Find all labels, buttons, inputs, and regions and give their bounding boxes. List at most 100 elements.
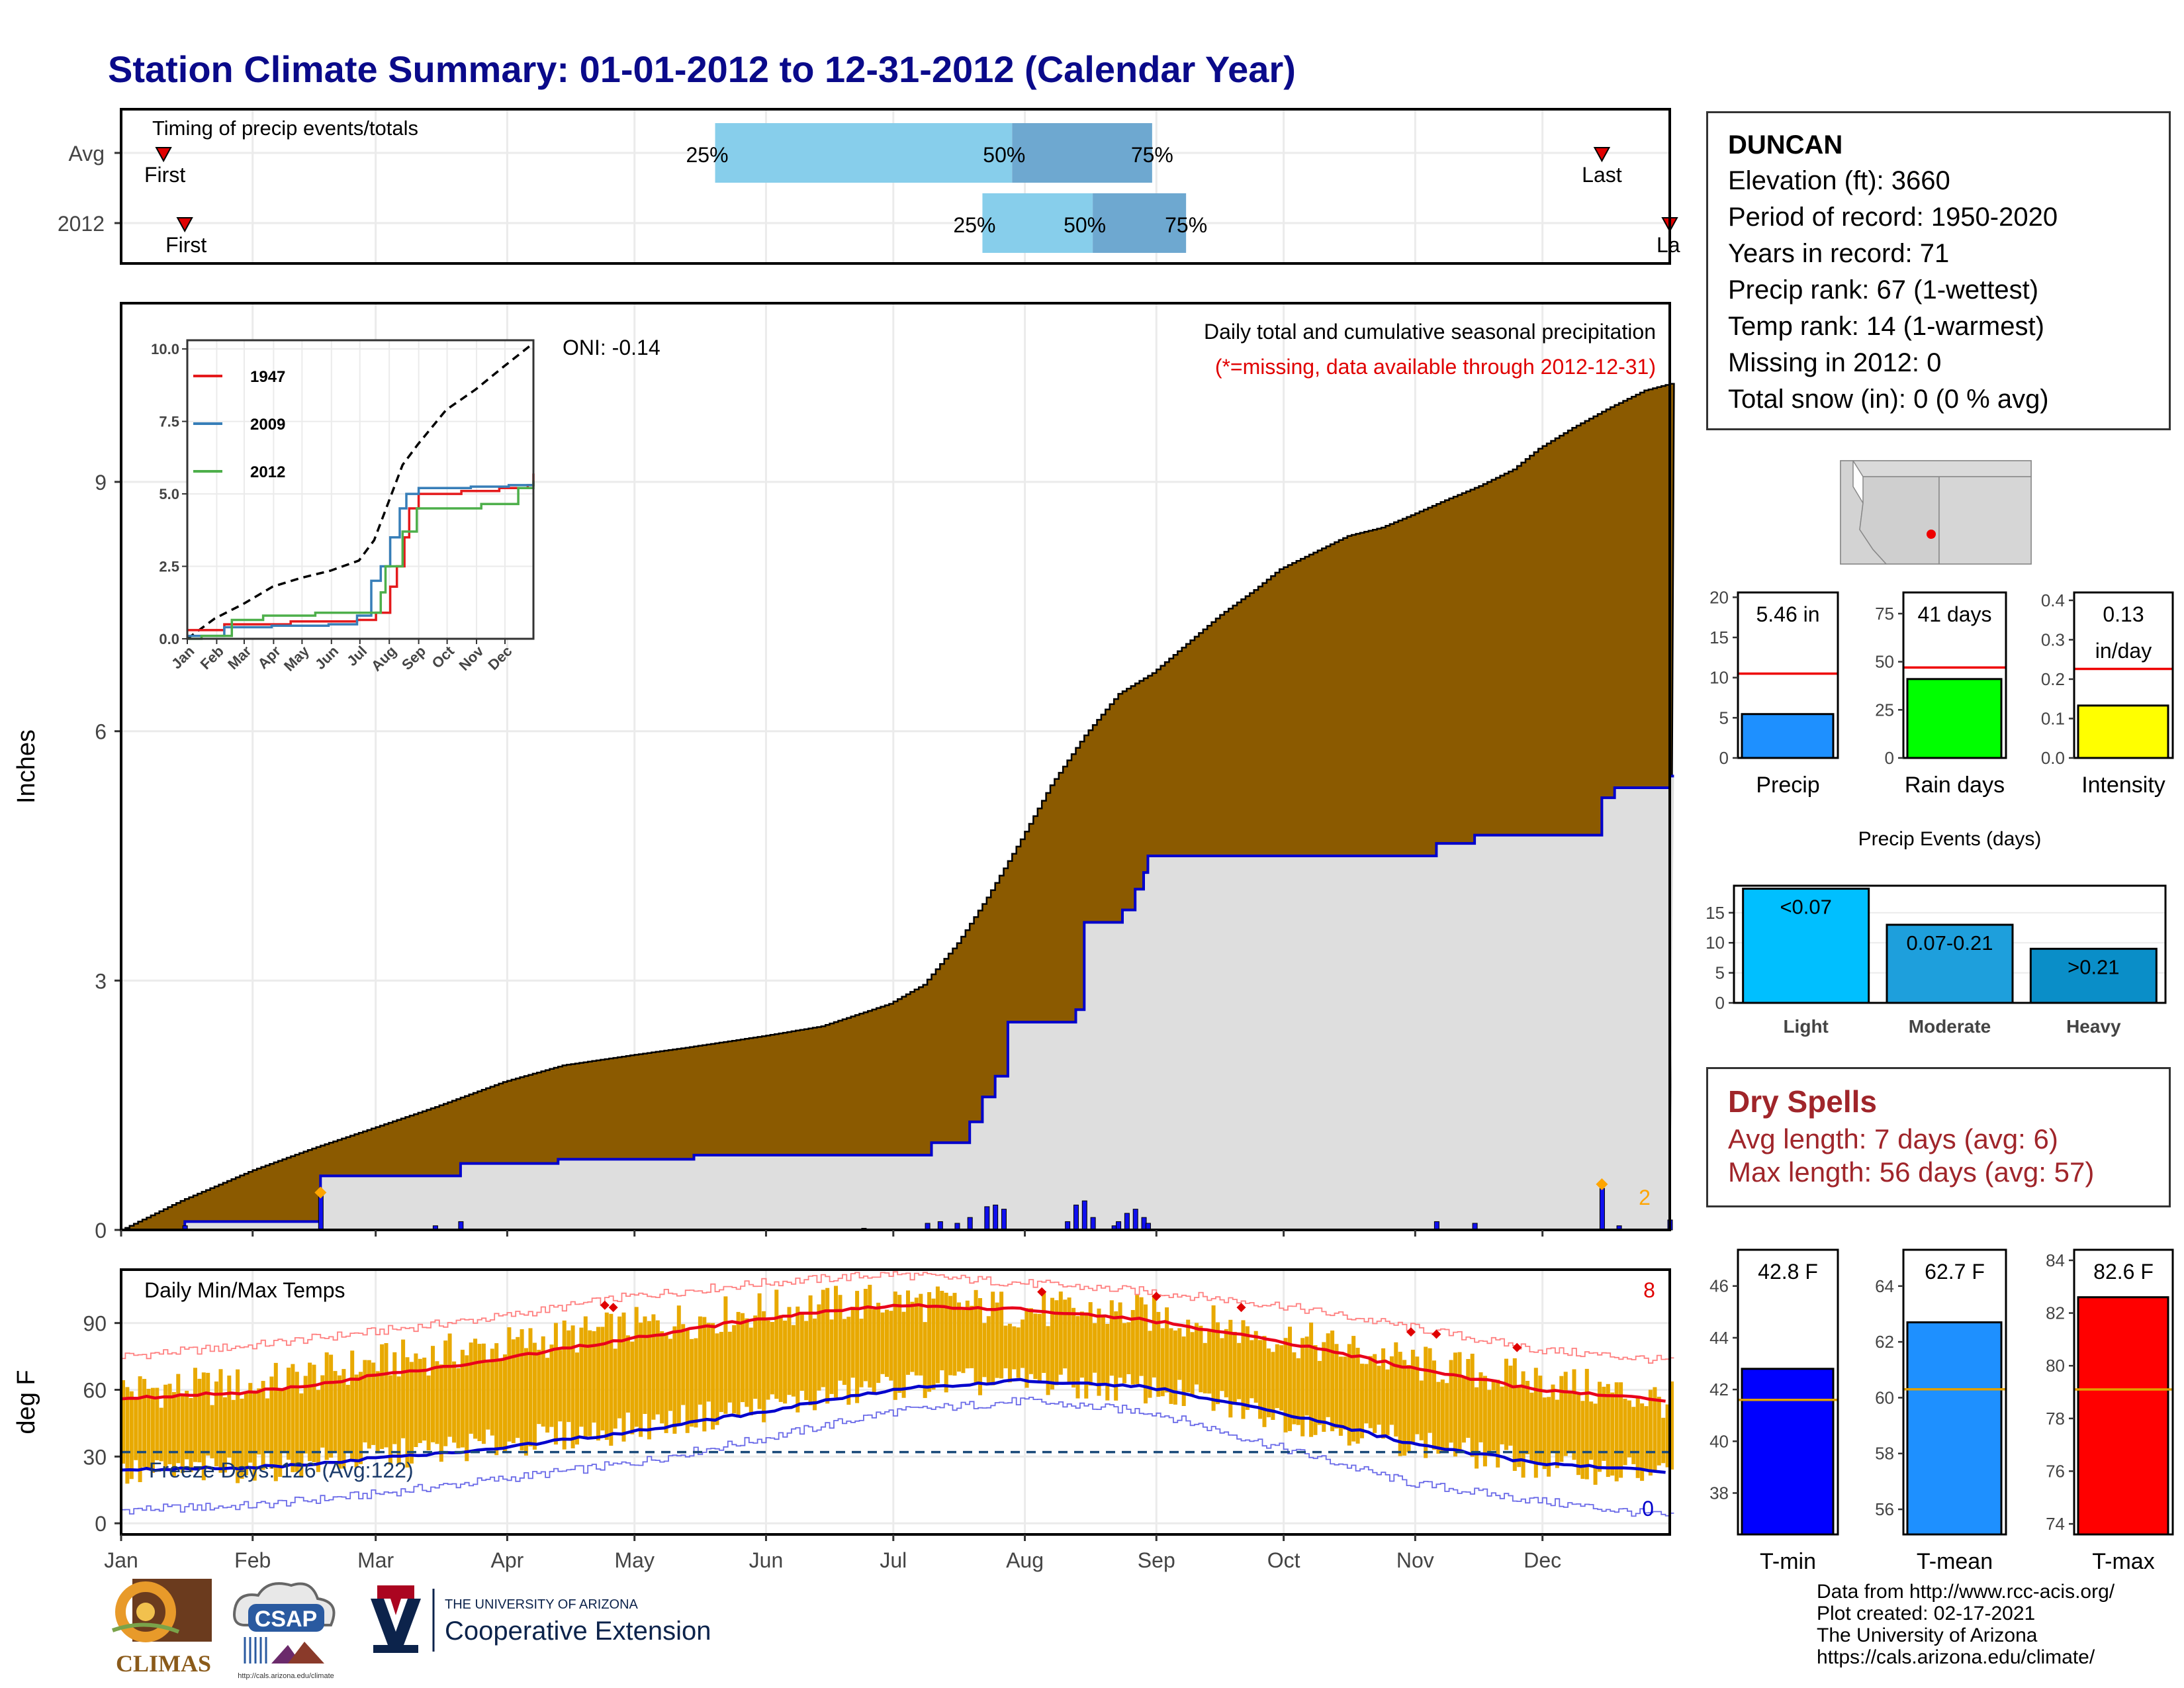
summary-y-tick-label: 25: [1875, 700, 1894, 720]
daily-temp-bar: [456, 1368, 461, 1448]
daily-temp-bar: [329, 1354, 334, 1458]
summary-value-label: 5.46 in: [1756, 602, 1819, 626]
summary-y-tick-label: 78: [2046, 1409, 2065, 1429]
daily-temp-bar: [1021, 1319, 1025, 1368]
summary-bar-frame: [1902, 591, 2007, 759]
daily-temp-bar: [660, 1331, 664, 1424]
temperature-panel: Daily Min/Max Temps 8 0 Freeze Days: 126 (A…: [13, 1268, 1674, 1572]
daily-temp-bar: [303, 1376, 308, 1454]
daily-temp-bar: [1389, 1356, 1394, 1425]
summary-y-tick-label: 10: [1709, 668, 1729, 688]
daily-temp-bar: [350, 1350, 355, 1462]
daily-temp-bar: [142, 1379, 147, 1468]
daily-temp-bar: [1071, 1307, 1076, 1388]
last-event-marker: [1593, 147, 1611, 163]
daily-temp-bar: [371, 1362, 376, 1445]
daily-temp-bar: [367, 1360, 371, 1449]
daily-temp-bar: [681, 1324, 686, 1405]
daily-temp-bar: [1304, 1336, 1309, 1416]
daily-temp-bar: [630, 1341, 635, 1434]
daily-temp-bar: [736, 1311, 741, 1418]
daily-temp-bar: [146, 1389, 151, 1471]
record-high-marker: [1512, 1342, 1522, 1352]
daily-temp-bar: [541, 1336, 545, 1427]
daily-temp-bar: [1084, 1312, 1089, 1399]
daily-temp-bar: [986, 1316, 991, 1385]
credit-data-source: Data from http://www.rcc-acis.org/: [1817, 1581, 2115, 1603]
inset-legend-label: 2009: [250, 416, 285, 434]
daily-temp-bar: [1461, 1376, 1466, 1443]
map-neighbor-east: [1938, 476, 2032, 565]
daily-temp-bar: [1453, 1352, 1457, 1457]
daily-temp-bar: [583, 1316, 588, 1438]
daily-temp-bar: [1228, 1319, 1233, 1418]
daily-temp-bar: [889, 1311, 893, 1381]
daily-temp-bar: [1385, 1369, 1390, 1436]
summary-y-tick-label: 84: [2046, 1250, 2065, 1270]
summary-y-tick-label: 0: [1885, 748, 1894, 768]
daily-temp-bar: [965, 1300, 970, 1369]
daily-temp-bar: [1292, 1352, 1297, 1425]
daily-temp-bar: [138, 1376, 142, 1482]
daily-temp-bar: [579, 1327, 584, 1427]
daily-temp-bar: [1410, 1350, 1415, 1445]
record-high-marker: [600, 1300, 610, 1310]
daily-temp-bar: [1504, 1358, 1508, 1450]
daily-temp-bar: [1343, 1356, 1347, 1430]
daily-temp-bar: [974, 1289, 978, 1383]
summary-bar-bars_tmin: 42.8 F 38 40 42 44 46 T-min: [1709, 1248, 1839, 1574]
daily-temp-bar: [817, 1304, 821, 1391]
events-bar-label: >0.21: [2068, 955, 2119, 978]
summary-bar-bars_tmax: 82.6 F 74 76 78 80 82 84 T-max: [2046, 1248, 2174, 1574]
summary-y-tick-label: 44: [1709, 1328, 1729, 1348]
temperature-frame: [120, 1268, 1671, 1536]
uofa-bottom-text: Cooperative Extension: [445, 1617, 711, 1646]
daily-temp-bar: [134, 1398, 138, 1460]
daily-temp-bar: [1195, 1323, 1199, 1385]
daily-temp-bar: [1114, 1311, 1118, 1401]
events-bar-label: <0.07: [1780, 896, 1831, 919]
inset-series-line: [187, 473, 535, 632]
summary-y-tick-label: 0.1: [2041, 708, 2065, 728]
daily-temp-bar: [1033, 1313, 1038, 1380]
cumulative-y-tick-label: 0: [95, 1219, 107, 1243]
summary-y-tick-label: 0.4: [2041, 590, 2065, 610]
daily-temp-bar: [257, 1388, 261, 1455]
summary-y-tick-label: 0.3: [2041, 630, 2065, 649]
station-missing: Missing in 2012: 0: [1728, 348, 1942, 377]
daily-temp-bar: [1640, 1403, 1645, 1481]
daily-temp-bar: [1533, 1368, 1538, 1478]
daily-temp-bar: [1627, 1400, 1631, 1458]
daily-temp-bar: [1118, 1302, 1122, 1378]
last-event-label: Last: [1582, 163, 1622, 187]
summary-value-label: 42.8 F: [1758, 1260, 1818, 1284]
daily-temp-bar: [231, 1399, 236, 1470]
daily-temp-bar: [821, 1289, 825, 1387]
inset-legend-label: 2012: [250, 463, 285, 481]
summary-y-tick-label: 20: [1709, 587, 1729, 607]
daily-temp-bar: [952, 1293, 957, 1376]
last-event-label: La: [1657, 233, 1680, 257]
summary-y-tick-label: 56: [1875, 1499, 1894, 1519]
daily-temp-bar: [1415, 1356, 1420, 1434]
daily-temp-bar: [957, 1302, 961, 1372]
summary-y-tick-label: 42: [1709, 1380, 1729, 1399]
events-category-label: Heavy: [2066, 1016, 2121, 1037]
daily-temp-bar: [1432, 1360, 1436, 1450]
daily-temp-bar: [443, 1340, 448, 1446]
summary-value-bar: [1741, 713, 1835, 759]
summary-y-tick-label: 5: [1719, 708, 1729, 727]
record-high-marker: [1432, 1329, 1441, 1339]
daily-temp-bar: [244, 1391, 248, 1476]
missing-data-note: (*=missing, data available through 2012-…: [1215, 355, 1656, 379]
daily-temp-bar: [1475, 1387, 1479, 1469]
daily-temp-bar: [129, 1391, 134, 1479]
daily-temp-bar: [201, 1372, 206, 1481]
daily-temp-bar: [702, 1317, 707, 1432]
climas-logo-text: CLIMAS: [116, 1650, 211, 1677]
daily-temp-bar: [1037, 1313, 1042, 1383]
daily-temp-bar: [469, 1342, 473, 1434]
daily-temp-bar: [978, 1298, 982, 1395]
daily-temp-bar: [333, 1371, 338, 1454]
daily-temp-bar: [1623, 1398, 1627, 1466]
